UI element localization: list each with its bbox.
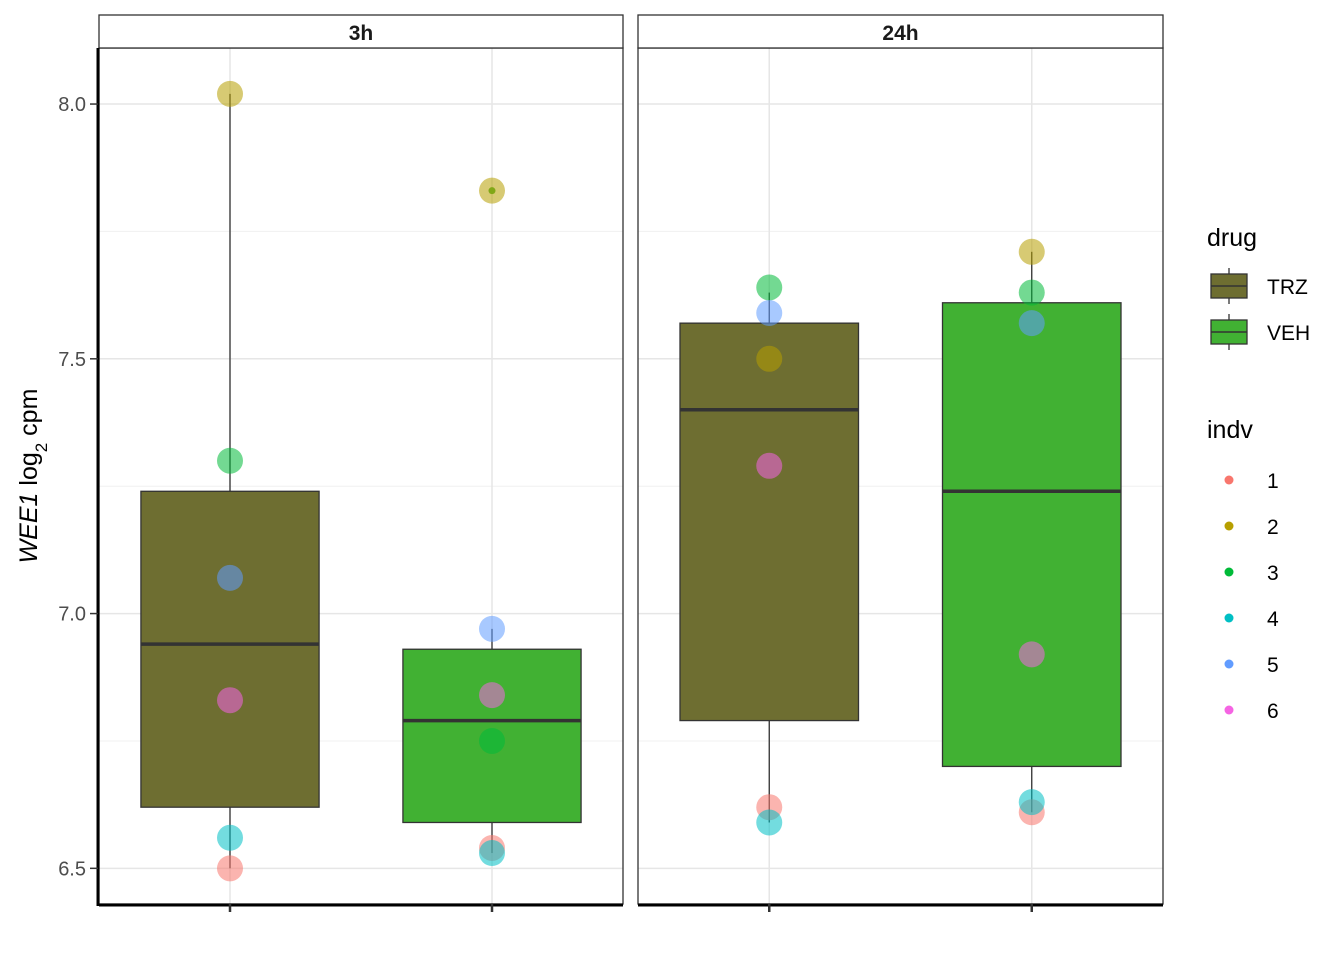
legend-title-drug: drug: [1207, 224, 1257, 252]
facet-label: 24h: [882, 22, 918, 45]
data-point: [756, 452, 783, 479]
facet-label: 3h: [349, 22, 374, 45]
facet-strip: [98, 14, 624, 49]
legend-key-point: [1224, 475, 1234, 485]
data-point: [479, 682, 505, 709]
data-point: [479, 177, 505, 204]
data-point: [217, 855, 243, 882]
data-point: [217, 447, 243, 474]
y-axis-title-suffix: cpm: [15, 389, 43, 436]
legend-title-indv: indv: [1207, 416, 1253, 444]
data-point: [1018, 310, 1045, 337]
legend-label-indv: 3: [1267, 562, 1279, 585]
y-tick-label: 7.0: [58, 604, 86, 626]
legend-key-point: [1224, 613, 1234, 623]
box-trz: [140, 490, 320, 808]
data-point: [1018, 789, 1045, 816]
y-tick-label: 8.0: [58, 94, 86, 116]
legend-label-indv: 4: [1267, 608, 1279, 631]
data-point: [1018, 641, 1045, 668]
legend-key-point: [1224, 705, 1234, 715]
legend-label-indv: 2: [1267, 516, 1279, 539]
data-point: [756, 809, 783, 836]
data-point: [217, 80, 243, 107]
legend-label-drug: TRZ: [1267, 276, 1308, 299]
legend-key-point: [1224, 659, 1234, 669]
data-point: [756, 345, 783, 372]
data-point: [1018, 279, 1045, 306]
legend-label-indv: 5: [1267, 654, 1279, 677]
y-tick-label: 7.5: [58, 349, 86, 371]
data-point: [479, 727, 505, 754]
legend-label-indv: 1: [1267, 470, 1279, 493]
data-point: [479, 840, 505, 867]
box-trz: [679, 322, 860, 722]
y-axis-title-subscript: 2: [32, 443, 51, 452]
y-axis-title-gene: WEE1: [15, 493, 43, 564]
data-point: [1018, 238, 1045, 265]
data-point: [217, 564, 243, 591]
data-point: [756, 299, 783, 326]
data-point: [756, 274, 783, 301]
data-point: [217, 824, 243, 851]
facet-strip: [637, 14, 1164, 49]
legend-label-indv: 6: [1267, 700, 1279, 723]
legend-label-drug: VEH: [1267, 322, 1310, 345]
box-veh: [941, 302, 1122, 768]
y-axis-title: WEE1 log2 cpm: [15, 389, 51, 564]
legend-key-point: [1224, 521, 1234, 531]
y-tick-label: 6.5: [58, 858, 86, 880]
y-axis-title-prefix: log: [15, 452, 43, 485]
legend-key-point: [1224, 567, 1234, 577]
data-point: [217, 687, 243, 714]
data-point: [479, 615, 505, 642]
